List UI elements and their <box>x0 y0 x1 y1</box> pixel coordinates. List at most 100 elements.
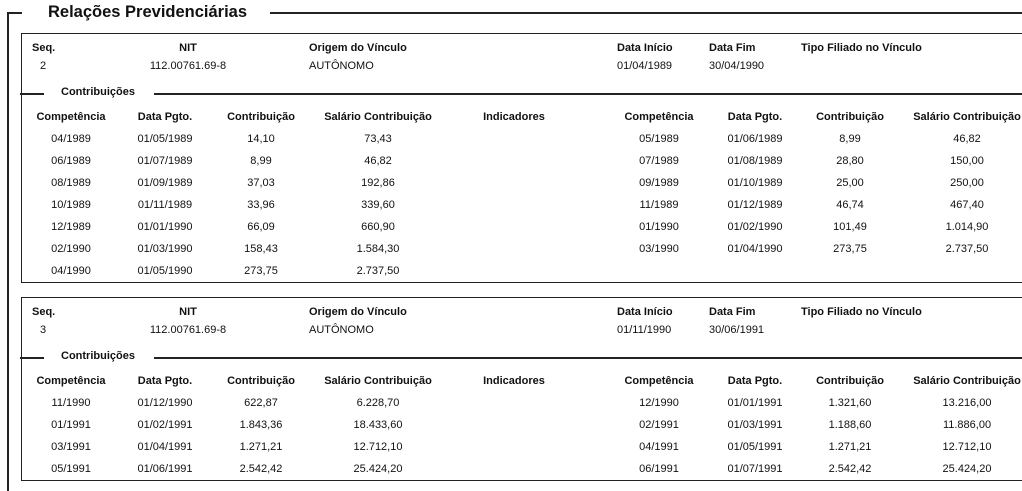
cell-contribuicao: 46,74 <box>836 199 864 211</box>
frame-top-border-right <box>270 12 1022 14</box>
column-header-indicadores: Indicadores <box>483 111 545 123</box>
cell-competencia: 11/1989 <box>639 199 679 211</box>
column-header-contribuicao: Contribuição <box>227 375 295 387</box>
cell-salario-contribuicao: 2.737,50 <box>356 265 400 277</box>
cell-competencia: 12/1989 <box>51 221 91 233</box>
cell-salario-contribuicao: 11.886,00 <box>942 419 992 431</box>
cell-salario-contribuicao: 46,82 <box>364 155 392 167</box>
column-header-salario: Salário Contribuição <box>913 375 1021 387</box>
cell-data-pgto: 01/07/1991 <box>727 463 783 475</box>
column-header-data_pgto: Data Pgto. <box>727 111 783 123</box>
cell-competencia: 02/1991 <box>639 419 679 431</box>
frame-left-border <box>7 12 9 491</box>
cell-data-pgto: 01/03/1990 <box>137 243 193 255</box>
cell-competencia: 04/1990 <box>51 265 91 277</box>
column-header-salario: Salário Contribuição <box>913 111 1021 123</box>
cell-salario-contribuicao: 46,82 <box>953 133 981 145</box>
contribuicoes-label: Contribuições <box>61 86 135 98</box>
divider <box>154 357 1022 359</box>
data-fim-value: 30/04/1990 <box>709 60 765 72</box>
divider <box>20 357 44 359</box>
tipo-filiado-label: Tipo Filiado no Vínculo <box>801 42 922 54</box>
cell-contribuicao: 1.321,60 <box>828 397 872 409</box>
cell-competencia: 06/1989 <box>51 155 91 167</box>
cell-competencia: 03/1990 <box>639 243 679 255</box>
cell-contribuicao: 28,80 <box>836 155 864 167</box>
divider <box>20 93 44 95</box>
cell-contribuicao: 8,99 <box>839 133 861 145</box>
column-header-competencia: Competência <box>624 111 694 123</box>
cell-contribuicao: 273,75 <box>244 265 278 277</box>
nit-value: 112.00761.69-8 <box>149 324 227 336</box>
cell-contribuicao: 25,00 <box>836 177 864 189</box>
column-header-salario: Salário Contribuição <box>324 375 432 387</box>
column-header-indicadores: Indicadores <box>483 375 545 387</box>
cell-contribuicao: 2.542,42 <box>828 463 872 475</box>
cell-data-pgto: 01/02/1990 <box>727 221 783 233</box>
cell-contribuicao: 33,96 <box>247 199 275 211</box>
cell-salario-contribuicao: 660,90 <box>361 221 395 233</box>
cell-competencia: 01/1990 <box>639 221 679 233</box>
cell-salario-contribuicao: 192,86 <box>361 177 395 189</box>
cell-salario-contribuicao: 467,40 <box>950 199 984 211</box>
cell-data-pgto: 01/10/1989 <box>727 177 783 189</box>
cell-data-pgto: 01/08/1989 <box>727 155 783 167</box>
cell-contribuicao: 66,09 <box>247 221 275 233</box>
data-inicio-label: Data Início <box>617 306 673 318</box>
vinculo-block: Seq. NIT Origem do Vínculo Data Início Data … <box>20 33 1022 283</box>
cell-data-pgto: 01/05/1989 <box>137 133 193 145</box>
origem-value: AUTÔNOMO <box>309 60 374 72</box>
cell-salario-contribuicao: 18.433,60 <box>353 419 403 431</box>
seq-value: 2 <box>40 60 47 72</box>
data-fim-value: 30/06/1991 <box>709 324 765 336</box>
column-header-contribuicao: Contribuição <box>227 111 295 123</box>
cell-competencia: 05/1989 <box>639 133 679 145</box>
cell-salario-contribuicao: 339,60 <box>361 199 395 211</box>
origem-label: Origem do Vínculo <box>309 306 407 318</box>
cell-data-pgto: 01/12/1990 <box>137 397 193 409</box>
origem-value: AUTÔNOMO <box>309 324 374 336</box>
cell-data-pgto: 01/04/1991 <box>137 441 193 453</box>
cell-competencia: 01/1991 <box>51 419 91 431</box>
cell-contribuicao: 1.188,60 <box>828 419 872 431</box>
cell-data-pgto: 01/06/1989 <box>727 133 783 145</box>
tipo-filiado-label: Tipo Filiado no Vínculo <box>801 306 922 318</box>
data-fim-label: Data Fim <box>709 42 756 54</box>
cell-contribuicao: 2.542,42 <box>239 463 283 475</box>
data-inicio-value: 01/04/1989 <box>617 60 673 72</box>
cell-competencia: 04/1991 <box>639 441 679 453</box>
cell-data-pgto: 01/05/1991 <box>727 441 783 453</box>
cell-competencia: 05/1991 <box>51 463 91 475</box>
origem-label: Origem do Vínculo <box>309 42 407 54</box>
column-header-data_pgto: Data Pgto. <box>137 375 193 387</box>
data-inicio-label: Data Início <box>617 42 673 54</box>
cell-data-pgto: 01/05/1990 <box>137 265 193 277</box>
cell-contribuicao: 273,75 <box>833 243 867 255</box>
nit-value: 112.00761.69-8 <box>149 60 227 72</box>
cell-data-pgto: 01/01/1991 <box>727 397 783 409</box>
cell-contribuicao: 1.271,21 <box>239 441 283 453</box>
cell-salario-contribuicao: 12.712,10 <box>942 441 992 453</box>
cell-competencia: 03/1991 <box>51 441 91 453</box>
cell-data-pgto: 01/04/1990 <box>727 243 783 255</box>
cell-data-pgto: 01/02/1991 <box>137 419 193 431</box>
cell-competencia: 06/1991 <box>639 463 679 475</box>
cell-data-pgto: 01/03/1991 <box>727 419 783 431</box>
cell-salario-contribuicao: 2.737,50 <box>945 243 989 255</box>
cell-competencia: 12/1990 <box>639 397 679 409</box>
cell-contribuicao: 622,87 <box>244 397 278 409</box>
cell-salario-contribuicao: 1.584,30 <box>356 243 400 255</box>
contribuicoes-label: Contribuições <box>61 350 135 362</box>
cell-competencia: 08/1989 <box>51 177 91 189</box>
cell-salario-contribuicao: 6.228,70 <box>356 397 400 409</box>
cell-salario-contribuicao: 1.014,90 <box>945 221 989 233</box>
column-header-competencia: Competência <box>36 111 106 123</box>
frame-top-border-left <box>7 12 22 14</box>
nit-label: NIT <box>179 42 197 54</box>
nit-label: NIT <box>179 306 197 318</box>
cell-contribuicao: 1.271,21 <box>828 441 872 453</box>
divider <box>154 93 1022 95</box>
cell-contribuicao: 14,10 <box>247 133 275 145</box>
seq-label: Seq. <box>32 42 56 54</box>
cell-contribuicao: 37,03 <box>247 177 275 189</box>
